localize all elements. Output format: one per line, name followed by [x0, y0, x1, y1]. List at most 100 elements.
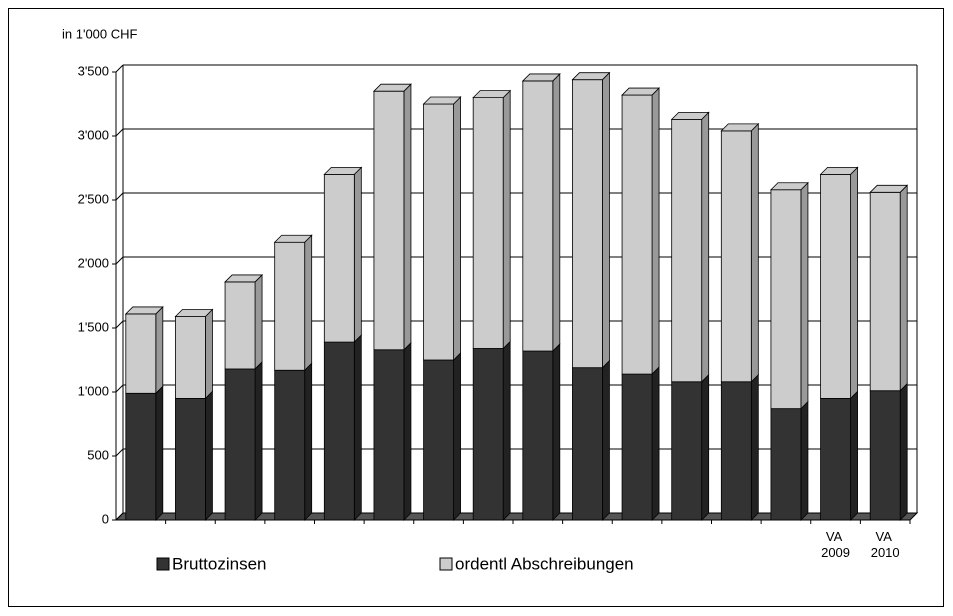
y-tick-label: 1'000: [78, 383, 109, 398]
bar-side: [850, 390, 858, 521]
bar: [323, 341, 355, 521]
bar-side: [552, 72, 561, 353]
bar-top: [372, 83, 412, 92]
bar: [621, 373, 653, 521]
bar: [125, 392, 157, 521]
bar: [770, 189, 802, 410]
bar: [175, 316, 206, 399]
grid-diag: [115, 320, 124, 329]
legend: Bruttozinsen ordentl Abschreibungen: [156, 554, 634, 573]
bar-top: [273, 234, 313, 243]
bar-side: [899, 184, 908, 392]
bar-side: [205, 308, 213, 400]
bar-side: [899, 382, 908, 521]
bar-side: [701, 111, 710, 383]
y-tick-label: 2'000: [78, 255, 109, 270]
bar-side: [502, 89, 511, 350]
bar: [423, 103, 454, 361]
bar: [274, 241, 306, 371]
x-tick-label: VA 2010: [871, 529, 900, 560]
bar-top: [621, 87, 661, 96]
bar: [522, 350, 554, 521]
bar-side: [353, 166, 362, 344]
grid-diag: [115, 192, 124, 201]
bar: [820, 173, 851, 399]
bar: [125, 313, 157, 394]
bar-top: [670, 111, 710, 120]
bar-top: [869, 184, 909, 193]
y-axis-label: in 1'000 CHF: [62, 26, 138, 41]
bar: [869, 191, 901, 392]
grid-diag: [115, 384, 124, 393]
bar: [224, 281, 256, 370]
bar-side: [254, 273, 263, 370]
legend-label: ordentl Abschreibungen: [455, 554, 634, 573]
bar-side: [403, 83, 412, 351]
bar-side: [453, 352, 461, 521]
bar: [472, 97, 504, 349]
bar-side: [602, 359, 610, 521]
bar-side: [205, 390, 213, 521]
bar: [472, 348, 504, 521]
bar-top: [124, 306, 164, 315]
y-tick-label: 3'500: [78, 63, 109, 78]
x-tick-label: VA 2009: [821, 529, 850, 560]
legend-label: Bruttozinsen: [172, 554, 267, 573]
bar-side: [701, 373, 710, 521]
bar-side: [304, 234, 313, 372]
bar-side: [552, 343, 561, 521]
bar-side: [453, 96, 461, 361]
grid-diag: [115, 256, 124, 265]
bar-side: [353, 334, 362, 521]
bar: [671, 118, 703, 383]
grid-diag: [115, 128, 124, 137]
bar-top: [472, 90, 512, 98]
bar: [224, 368, 256, 521]
bar-side: [403, 341, 412, 521]
bar: [572, 367, 603, 521]
y-tick-label: 2'500: [78, 191, 109, 206]
bar-top: [819, 166, 859, 175]
bar-side: [602, 71, 610, 369]
bar: [522, 80, 554, 352]
bar-top: [323, 166, 363, 175]
bar-side: [502, 340, 511, 521]
bar: [770, 408, 802, 521]
bar-side: [155, 385, 164, 521]
y-tick-label: 500: [87, 447, 109, 462]
bar: [274, 369, 306, 521]
bar: [869, 390, 901, 521]
bar: [671, 381, 703, 521]
legend-swatch: [439, 557, 453, 571]
bar: [720, 381, 752, 521]
bar-side: [750, 373, 759, 521]
bar-top: [769, 182, 809, 191]
bar-side: [750, 122, 759, 383]
bar: [820, 397, 851, 521]
grid-diag: [115, 448, 124, 457]
bar-side: [651, 366, 660, 521]
grid-diag: [115, 512, 124, 521]
grid-diag: [115, 64, 124, 73]
bar: [373, 90, 405, 351]
bar: [373, 349, 405, 521]
bar-side: [800, 400, 809, 521]
bar-top: [720, 123, 760, 132]
bar-top: [521, 73, 561, 82]
y-tick-label: 3'000: [78, 127, 109, 142]
bar: [720, 130, 752, 383]
legend-swatch: [156, 557, 170, 571]
bar-top: [174, 309, 214, 317]
bars: [124, 71, 909, 521]
bar-top: [224, 274, 264, 283]
bar: [621, 94, 653, 375]
bar: [175, 397, 206, 521]
bar-top: [422, 96, 462, 105]
bar-top: [571, 72, 611, 81]
bar-side: [850, 166, 858, 400]
y-tick-label: 0: [102, 511, 109, 526]
bar-side: [304, 362, 313, 521]
y-tick-label: 1'500: [78, 319, 109, 334]
bar-side: [800, 181, 809, 410]
